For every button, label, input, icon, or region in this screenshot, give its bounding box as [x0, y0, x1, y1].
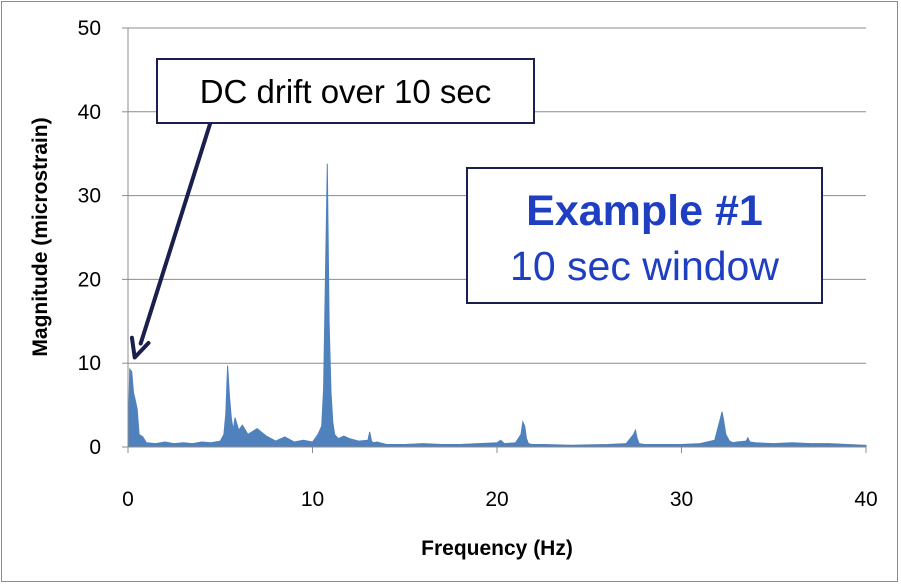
y-tick-labels: 0 10 20 30 40 50: [78, 17, 101, 459]
x-tick-label-40: 40: [854, 488, 877, 511]
example-callout: Example #1 10 sec window: [466, 167, 823, 304]
annotation-arrow: [129, 122, 212, 360]
x-tick-labels: 0 10 20 30 40: [122, 488, 878, 511]
arrow-head: [129, 335, 151, 360]
x-tick-label-20: 20: [485, 488, 508, 511]
x-tick-label-10: 10: [301, 488, 324, 511]
y-tick-label-50: 50: [78, 17, 101, 40]
y-axis-title: Magnitude (microstrain): [29, 117, 52, 356]
y-tick-label-20: 20: [78, 268, 101, 291]
annotation-text: DC drift over 10 sec: [199, 73, 492, 110]
x-axis-title: Frequency (Hz): [421, 537, 573, 560]
callout-subtitle: 10 sec window: [510, 243, 779, 289]
y-tick-label-40: 40: [78, 101, 101, 124]
series-area: [127, 163, 867, 448]
y-tick-label-0: 0: [89, 436, 101, 459]
arrow-shaft: [138, 122, 212, 346]
y-tick-label-10: 10: [78, 352, 101, 375]
y-tick-label-30: 30: [78, 185, 101, 208]
x-tick-label-0: 0: [122, 488, 134, 511]
callout-title: Example #1: [526, 187, 763, 235]
dc-drift-annotation: DC drift over 10 sec: [156, 58, 535, 124]
axes: [122, 27, 867, 453]
x-tick-label-30: 30: [670, 488, 693, 511]
series-area-path: [127, 163, 867, 448]
